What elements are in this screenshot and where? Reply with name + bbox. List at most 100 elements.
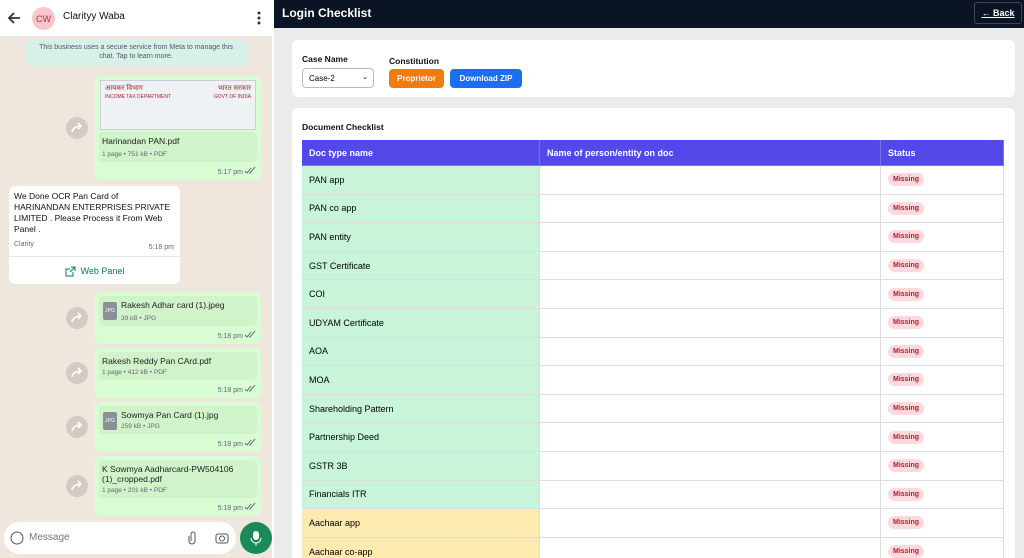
- name-cell[interactable]: [540, 423, 881, 452]
- name-cell[interactable]: [540, 394, 881, 424]
- timestamp: 5:18 pm: [148, 244, 174, 251]
- read-ticks: [244, 438, 256, 448]
- table-header: Status: [881, 140, 1004, 166]
- status-cell: Missing: [881, 280, 1004, 309]
- doc-type-cell: Aachaar app: [302, 509, 540, 538]
- status-badge: Missing: [888, 230, 925, 244]
- read-ticks: [244, 330, 256, 340]
- avatar: CW: [32, 7, 55, 30]
- doc-type-cell: Financials ITR: [302, 480, 540, 510]
- outgoing-message[interactable]: JPG Sowmya Pan Card (1).jpg 259 kB • JPG 5:…: [95, 402, 261, 452]
- mic-button[interactable]: [240, 522, 272, 554]
- outgoing-message[interactable]: K Sowmya Aadharcard-PW504106 (1)_cropped…: [95, 456, 261, 516]
- name-cell[interactable]: [540, 537, 881, 558]
- status-cell: Missing: [881, 166, 1004, 195]
- doc-type-cell: PAN app: [302, 166, 540, 195]
- doc-type-cell: Shareholding Pattern: [302, 394, 540, 424]
- document[interactable]: Rakesh Reddy Pan CArd.pdf 1 page • 412 kB…: [99, 352, 257, 380]
- read-ticks: [244, 384, 256, 394]
- name-cell[interactable]: [540, 280, 881, 309]
- name-cell[interactable]: [540, 509, 881, 538]
- case-card: Case Name Case-2 ⌄ Constitution Proprieto…: [292, 40, 1015, 97]
- status-badge: Missing: [888, 487, 925, 501]
- table-header: Name of person/entity on doc: [540, 140, 881, 166]
- doc-type-cell: COI: [302, 280, 540, 309]
- file-name: Sowmya Pan Card (1).jpg: [121, 410, 219, 420]
- emoji-icon[interactable]: [10, 531, 24, 545]
- forward-button[interactable]: [66, 117, 88, 139]
- status-cell: Missing: [881, 194, 1004, 224]
- status-badge: Missing: [888, 316, 925, 330]
- status-badge: Missing: [888, 373, 925, 387]
- status-cell: Missing: [881, 251, 1004, 281]
- status-badge: Missing: [888, 344, 925, 358]
- forward-button[interactable]: [66, 416, 88, 438]
- name-cell[interactable]: [540, 480, 881, 510]
- back-arrow[interactable]: [6, 10, 22, 26]
- status-badge: Missing: [888, 545, 925, 558]
- divider: [9, 256, 180, 257]
- case-value: Case-2: [309, 74, 335, 83]
- document[interactable]: Harinandan PAN.pdf 1 page • 751 kB • PDF: [99, 132, 257, 162]
- case-select[interactable]: Case-2 ⌄: [302, 68, 374, 88]
- checklist-panel: Login Checklist ← Back Case Name Case-2 ⌄…: [274, 0, 1024, 558]
- document[interactable]: JPG Sowmya Pan Card (1).jpg 259 kB • JPG: [99, 406, 257, 434]
- name-cell[interactable]: [540, 337, 881, 367]
- security-notice[interactable]: This business uses a secure service from…: [25, 40, 247, 66]
- status-badge: Missing: [888, 430, 925, 444]
- top-bar: Login Checklist ← Back: [274, 0, 1024, 28]
- forward-button[interactable]: [66, 307, 88, 329]
- name-cell[interactable]: [540, 366, 881, 395]
- file-icon: JPG: [103, 302, 117, 320]
- status-cell: Missing: [881, 394, 1004, 424]
- back-button[interactable]: ← Back: [974, 2, 1022, 24]
- attach-icon[interactable]: [186, 531, 198, 545]
- outgoing-message[interactable]: आयकर विभाग INCOME TAX DEPARTMENT भारत सरका…: [95, 76, 261, 180]
- document[interactable]: JPG Rakesh Adhar card (1).jpeg 39 kB • JPG: [99, 296, 257, 326]
- camera-icon[interactable]: [215, 531, 229, 545]
- outgoing-message[interactable]: JPG Rakesh Adhar card (1).jpeg 39 kB • JPG…: [95, 292, 261, 344]
- doc-type-cell: PAN co app: [302, 194, 540, 224]
- status-cell: Missing: [881, 423, 1004, 452]
- name-cell[interactable]: [540, 223, 881, 252]
- status-badge: Missing: [888, 259, 925, 273]
- name-cell[interactable]: [540, 166, 881, 195]
- timestamp: 5:18 pm: [217, 387, 243, 394]
- name-cell[interactable]: [540, 309, 881, 338]
- forward-button[interactable]: [66, 362, 88, 384]
- sender: Clarity: [14, 241, 34, 248]
- read-ticks: [244, 502, 256, 512]
- status-cell: Missing: [881, 337, 1004, 367]
- name-cell[interactable]: [540, 452, 881, 481]
- constitution-button[interactable]: Proprietor: [389, 69, 444, 88]
- status-badge: Missing: [888, 459, 925, 473]
- case-label: Case Name: [302, 54, 348, 64]
- status-cell: Missing: [881, 509, 1004, 538]
- name-cell[interactable]: [540, 194, 881, 224]
- timestamp: 5:17 pm: [217, 169, 243, 176]
- status-badge: Missing: [888, 201, 925, 215]
- incoming-message: We Done OCR Pan Card of HARINANDAN ENTER…: [9, 186, 180, 284]
- preview-text: INCOME TAX DEPARTMENT: [105, 94, 172, 100]
- status-cell: Missing: [881, 480, 1004, 510]
- menu[interactable]: [255, 10, 263, 26]
- name-cell[interactable]: [540, 251, 881, 281]
- outgoing-message[interactable]: Rakesh Reddy Pan CArd.pdf 1 page • 412 kB…: [95, 348, 261, 398]
- file-name: Harinandan PAN.pdf: [102, 136, 180, 146]
- doc-type-cell: AOA: [302, 337, 540, 367]
- doc-type-cell: MOA: [302, 366, 540, 395]
- status-badge: Missing: [888, 516, 925, 530]
- forward-button[interactable]: [66, 475, 88, 497]
- message-input[interactable]: Message: [4, 522, 236, 554]
- checklist-card: Document Checklist Doc type name Name of …: [292, 108, 1015, 558]
- timestamp: 5:18 pm: [217, 505, 243, 512]
- file-meta: 39 kB • JPG: [121, 315, 157, 322]
- doc-type-cell: Aachaar co-app: [302, 537, 540, 558]
- download-button[interactable]: Download ZIP: [450, 69, 522, 88]
- read-ticks: [244, 166, 256, 176]
- contact-name: Clarityy Waba: [63, 11, 125, 22]
- page-title: Login Checklist: [282, 6, 372, 20]
- document[interactable]: K Sowmya Aadharcard-PW504106 (1)_cropped…: [99, 460, 257, 498]
- web-panel-button[interactable]: Web Panel: [9, 258, 180, 284]
- table-header: Doc type name: [302, 140, 540, 166]
